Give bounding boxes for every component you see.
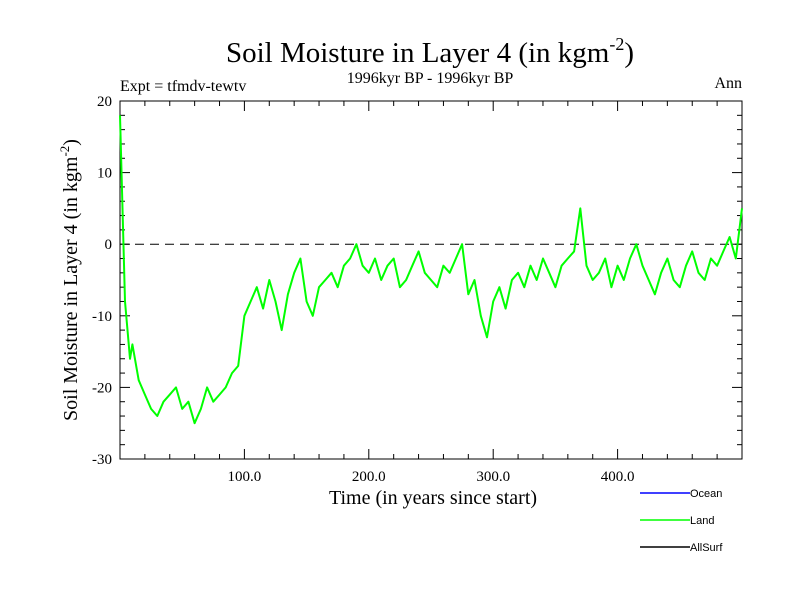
x-tick-label: 400.0 [601, 469, 635, 485]
chart-subtitle: 1996kyr BP - 1996kyr BP [347, 70, 514, 87]
y-axis-label-sup: -2 [57, 146, 72, 157]
y-tick-label: -30 [92, 452, 112, 468]
chart-title-main: Soil Moisture in Layer 4 (in kgm [226, 37, 610, 69]
expt-label: Expt = tfmdv-tewtv [120, 78, 246, 95]
legend-label: AllSurf [690, 542, 723, 554]
season-label: Ann [714, 75, 742, 92]
legend: Ocean Land AllSurf [640, 488, 723, 554]
y-tick-label: 0 [105, 237, 113, 253]
chart-title: Soil Moisture in Layer 4 (in kgm-2) [226, 34, 634, 69]
x-tick-label: 300.0 [476, 469, 510, 485]
y-tick-label: -20 [92, 380, 112, 396]
series-layer [119, 115, 743, 425]
chart-title-sup: -2 [609, 34, 624, 54]
y-tick-label: -10 [92, 309, 112, 325]
x-tick-label: 200.0 [352, 469, 386, 485]
y-axis-label: Soil Moisture in Layer 4 (in kgm-2) [57, 139, 82, 421]
y-axis-label-main: Soil Moisture in Layer 4 (in kgm [60, 156, 82, 421]
y-tick-label: 20 [97, 94, 112, 110]
legend-label: Land [690, 515, 714, 527]
y-axis: -30 -20 -10 0 10 20 [92, 94, 742, 468]
x-axis: 100.0 200.0 300.0 400.0 [144, 101, 718, 485]
series-line-land [119, 115, 743, 425]
legend-label: Ocean [690, 488, 722, 500]
x-tick-label: 100.0 [228, 469, 262, 485]
y-tick-label: 10 [97, 166, 112, 182]
chart-title-close: ) [624, 37, 634, 69]
y-axis-label-close: ) [60, 139, 82, 146]
x-axis-label: Time (in years since start) [329, 487, 537, 509]
plot-frame [119, 100, 743, 460]
